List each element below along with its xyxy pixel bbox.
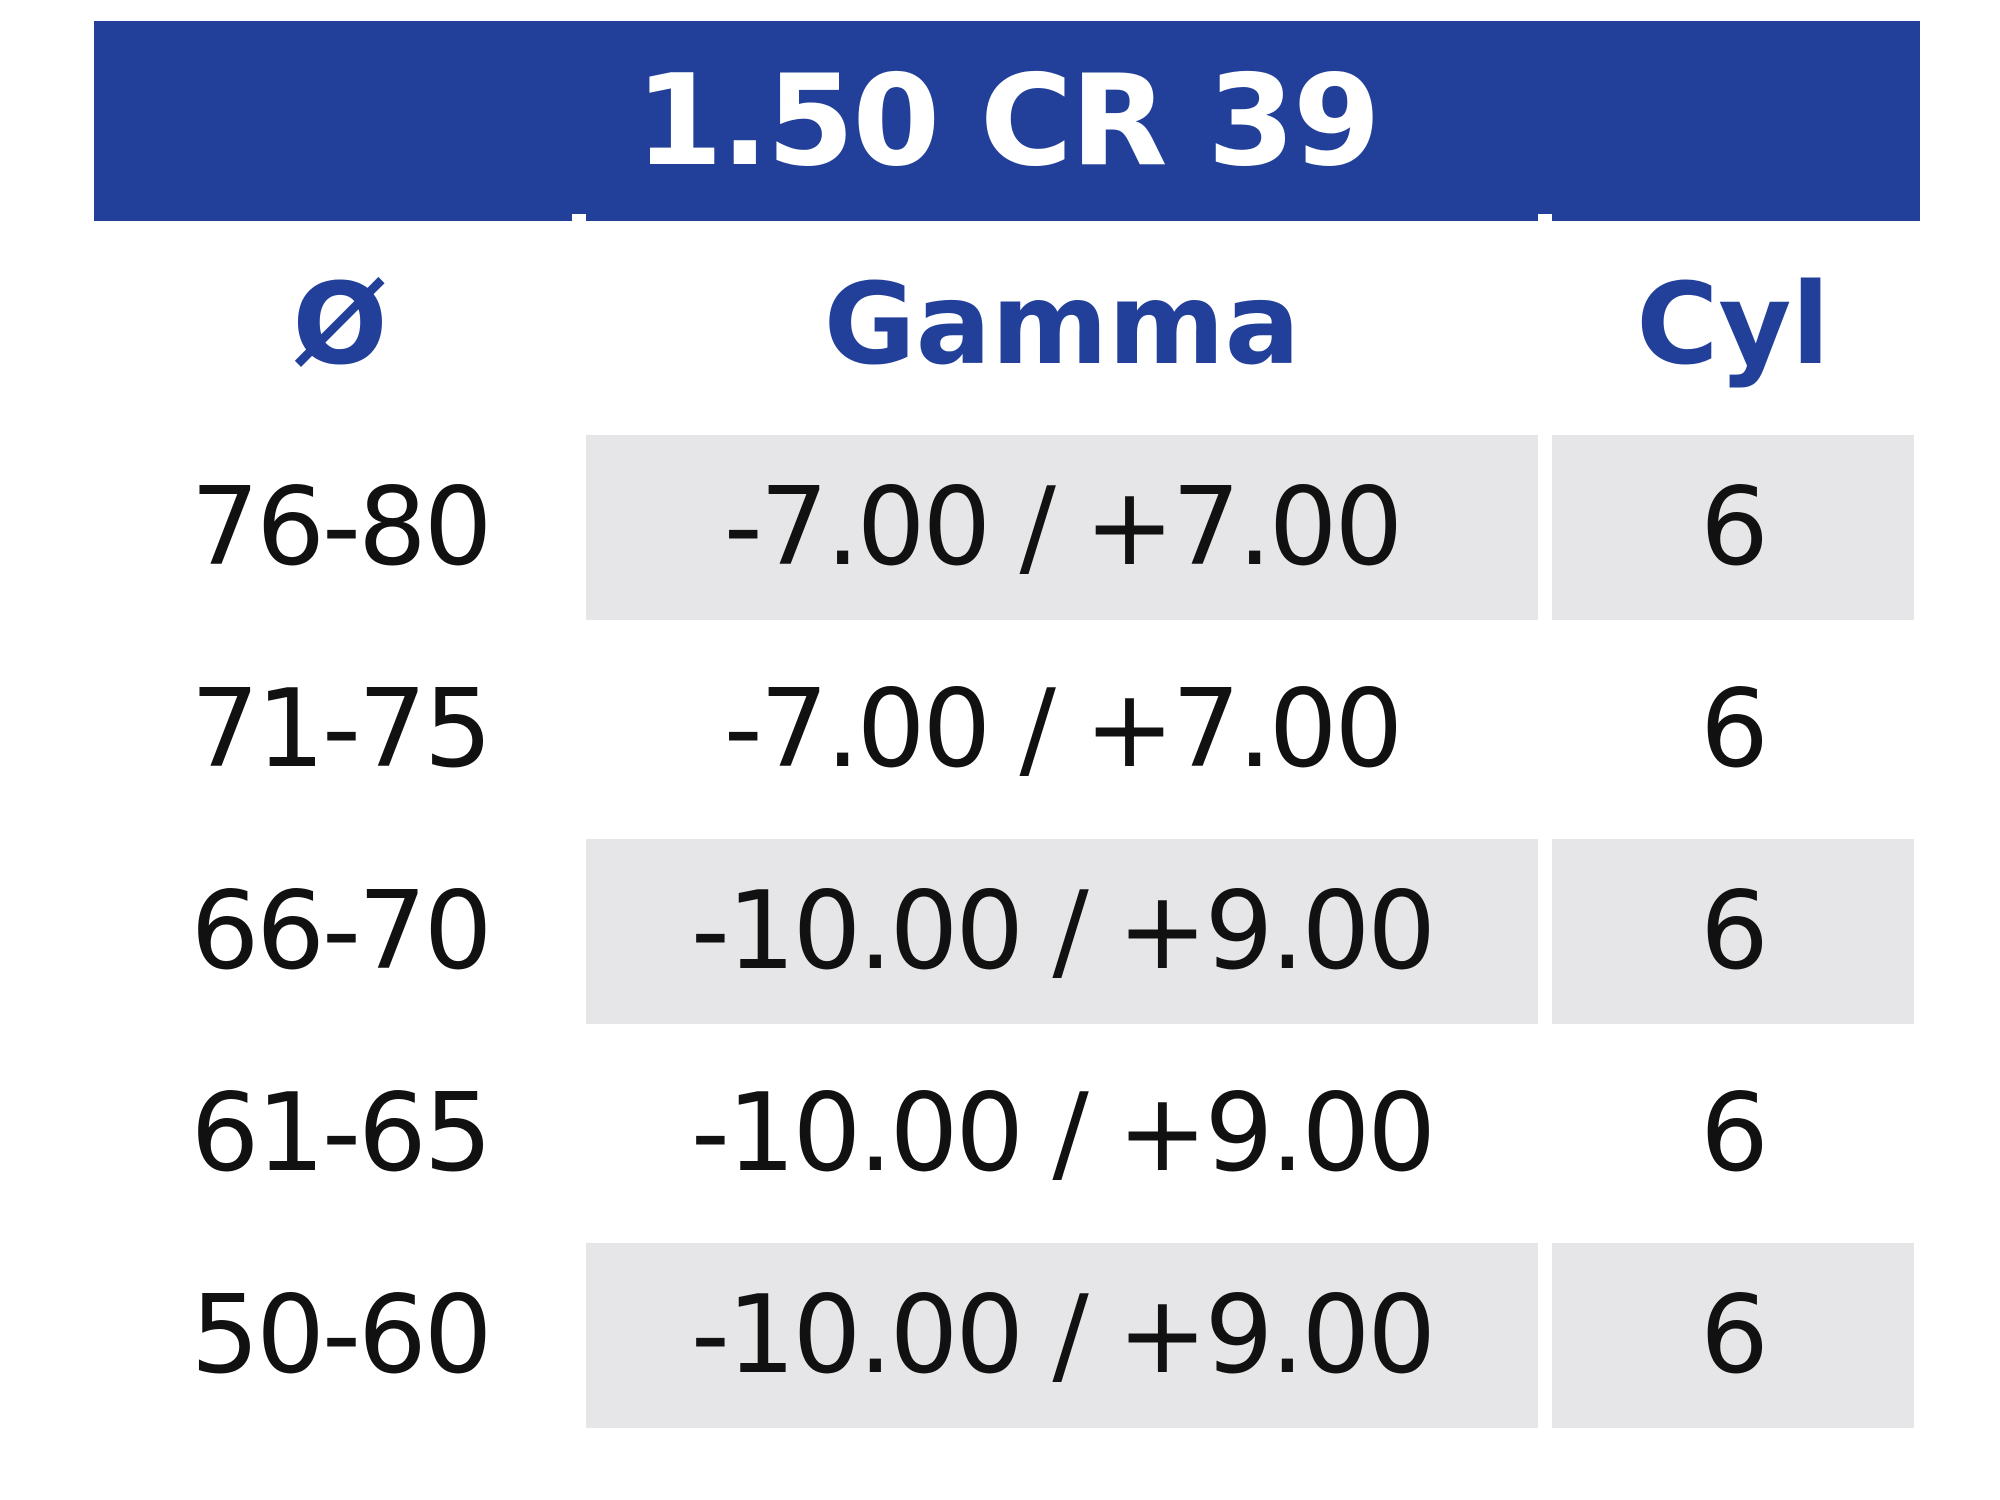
cyl-cell: 6: [1700, 666, 1769, 792]
title-bar: 1.50 CR 39: [94, 21, 1920, 221]
table-title: 1.50 CR 39: [635, 47, 1380, 194]
diameter-cell: 76-80: [190, 464, 493, 590]
table-row: 71-75 -7.00 / +7.00 6: [0, 637, 2000, 822]
table-row: 61-65 -10.00 / +9.00 6: [0, 1041, 2000, 1226]
diameter-cell: 71-75: [190, 666, 493, 792]
table-row: 50-60 -10.00 / +9.00 6: [0, 1243, 2000, 1428]
cyl-cell: 6: [1552, 839, 1914, 1024]
header-range: Gamma: [823, 260, 1301, 390]
diameter-cell: 66-70: [190, 868, 493, 994]
cyl-cell: 6: [1552, 1243, 1914, 1428]
range-cell: -10.00 / +9.00: [690, 1070, 1436, 1196]
table-row: 66-70 -10.00 / +9.00 6: [0, 839, 2000, 1024]
cyl-cell: 6: [1552, 435, 1914, 620]
range-cell: -7.00 / +7.00: [586, 435, 1538, 620]
header-cyl: Cyl: [1636, 260, 1830, 390]
diameter-cell: 50-60: [190, 1272, 493, 1398]
cyl-cell: 6: [1700, 1070, 1769, 1196]
diameter-cell: 61-65: [190, 1070, 493, 1196]
table-row: 76-80 -7.00 / +7.00 6: [0, 435, 2000, 620]
range-cell: -10.00 / +9.00: [586, 1243, 1538, 1428]
title-separator: [572, 214, 586, 224]
range-cell: -10.00 / +9.00: [586, 839, 1538, 1024]
title-separator: [1538, 214, 1552, 224]
header-diameter: Ø: [292, 260, 388, 390]
range-cell: -7.00 / +7.00: [723, 666, 1403, 792]
